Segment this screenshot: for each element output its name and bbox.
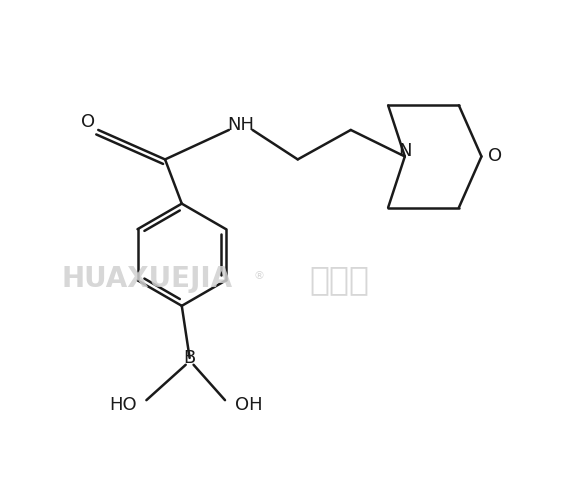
Text: NH: NH: [227, 116, 254, 134]
Text: 化学加: 化学加: [310, 263, 369, 296]
Text: B: B: [183, 349, 196, 367]
Text: OH: OH: [235, 396, 262, 414]
Text: O: O: [488, 147, 503, 166]
Text: O: O: [81, 113, 95, 131]
Text: HUAXUEJIA: HUAXUEJIA: [62, 265, 233, 293]
Text: HO: HO: [109, 396, 136, 414]
Text: ®: ®: [253, 272, 265, 281]
Text: N: N: [398, 142, 412, 159]
